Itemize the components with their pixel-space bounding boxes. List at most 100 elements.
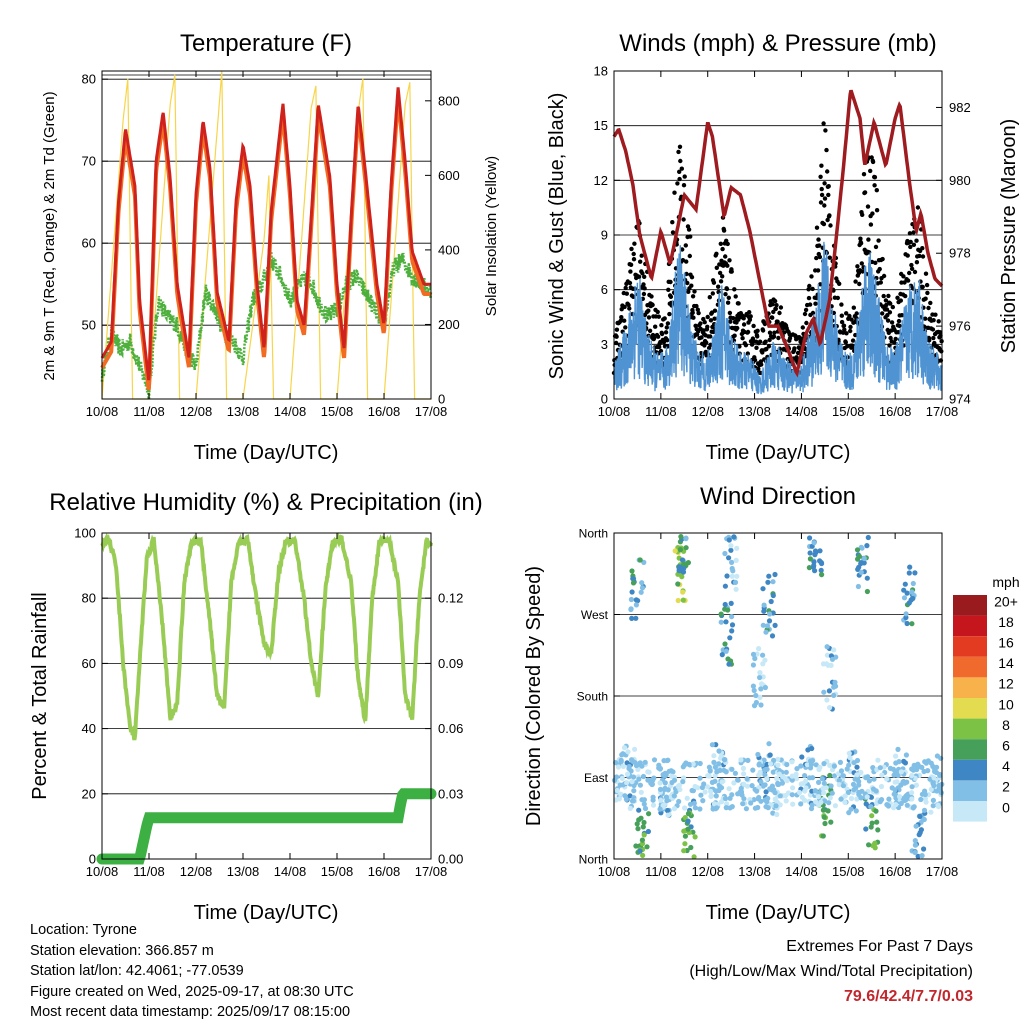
gust-point: [710, 291, 715, 296]
legend-label: 16: [998, 635, 1014, 651]
wind-direction-point: [630, 576, 636, 582]
wind-direction-point: [789, 777, 795, 783]
direction-x-tick-label: 17/08: [926, 864, 959, 879]
wind-direction-point: [760, 586, 766, 592]
wind-direction-point: [770, 579, 776, 585]
wind-direction-point: [682, 833, 689, 839]
wind-direction-point: [769, 633, 776, 639]
wind-direction-point: [815, 794, 822, 800]
gust-point: [858, 241, 864, 246]
gust-point: [898, 298, 903, 303]
humidity-y-tick-label: 20: [82, 786, 96, 801]
gust-point: [909, 266, 915, 271]
wind-direction-point: [758, 686, 764, 692]
winds-y-tick-label: 0: [601, 392, 608, 407]
gust-point: [930, 327, 936, 332]
gust-point: [775, 319, 780, 324]
wind-direction-point: [811, 563, 817, 569]
wind-direction-point: [898, 769, 905, 775]
gust-point: [772, 298, 778, 304]
gust-point: [757, 339, 763, 344]
wind-direction-point: [704, 784, 711, 790]
wind-direction-point: [796, 789, 803, 796]
wind-direction-point: [665, 757, 671, 763]
gust-point: [630, 311, 635, 317]
wind-direction-point: [928, 809, 934, 815]
winds-x-tick-label: 17/08: [926, 404, 959, 419]
gust-point: [681, 217, 686, 222]
wind-direction-point: [799, 794, 805, 800]
gust-point: [642, 286, 647, 291]
wind-direction-point: [723, 805, 729, 811]
wind-direction-point: [760, 661, 766, 667]
gust-point: [650, 302, 655, 308]
winds-x-tick-label: 15/08: [832, 404, 865, 419]
wind-direction-point: [636, 807, 642, 813]
gust-point: [771, 334, 777, 339]
humidity-frame: [101, 532, 432, 860]
wind-direction-point: [724, 573, 730, 579]
gust-point: [920, 284, 925, 290]
wind-direction-point: [752, 655, 758, 662]
gust-point: [659, 323, 664, 328]
gust-point: [720, 274, 725, 279]
wind-direction-point: [729, 573, 735, 579]
wind-direction-point: [826, 800, 832, 806]
wind-direction-point: [682, 841, 688, 847]
wind-direction-point: [637, 557, 643, 563]
gust-point: [920, 246, 925, 251]
wind-direction-point: [708, 788, 714, 795]
gust-point: [887, 310, 893, 315]
gust-point: [716, 289, 721, 295]
gust-point: [667, 311, 672, 317]
wind-direction-point: [692, 834, 698, 840]
gust-point: [814, 225, 820, 230]
legend-swatch: [953, 801, 987, 822]
gust-point: [679, 166, 684, 171]
wind-direction-point: [730, 568, 736, 574]
legend-swatch: [953, 677, 987, 698]
wind-direction-point: [911, 762, 917, 768]
gust-point: [728, 319, 733, 324]
wind-direction-point: [633, 843, 639, 849]
gust-point: [819, 163, 824, 168]
gust-point: [687, 253, 692, 259]
temperature-title: Temperature (F): [180, 30, 352, 57]
gust-point: [822, 196, 828, 201]
wind-direction-point: [864, 575, 870, 581]
wind-direction-point: [772, 571, 778, 578]
wind-direction-point: [807, 556, 814, 562]
legend-swatch: [953, 759, 987, 781]
wind-direction-point: [904, 590, 910, 596]
wind-direction-point: [875, 827, 881, 833]
humidity-y2-tick-label: 0.09: [438, 656, 463, 671]
gust-point: [731, 316, 736, 321]
gust-point: [661, 340, 667, 345]
gust-point: [835, 295, 840, 301]
wind-direction-point: [733, 586, 739, 592]
gust-point: [870, 159, 876, 165]
wind-direction-point: [845, 789, 851, 796]
wind-direction-point: [729, 766, 735, 772]
wind-direction-point: [702, 789, 708, 795]
gust-point: [873, 244, 879, 250]
winds-y2-tick-label: 974: [949, 392, 971, 407]
gust-point: [817, 254, 823, 260]
wind-direction-point: [692, 783, 698, 790]
temperature-y-tick-label: 50: [82, 318, 96, 333]
wind-direction-point: [827, 762, 833, 769]
total-rainfall-line: [96, 788, 437, 865]
wind-direction-point: [751, 687, 757, 694]
wind-direction-point: [662, 770, 668, 776]
temperature-y2-tick-label: 200: [438, 317, 460, 332]
wind-direction-point: [903, 614, 909, 621]
gust-point: [747, 310, 752, 315]
gust-point: [708, 318, 714, 323]
wind-direction-point: [627, 793, 633, 799]
gust-point: [707, 295, 712, 300]
gust-point: [627, 306, 632, 311]
wind-direction-point: [722, 550, 728, 557]
gust-point: [821, 121, 826, 126]
wind-direction-point: [707, 768, 713, 774]
gust-point: [770, 315, 775, 320]
